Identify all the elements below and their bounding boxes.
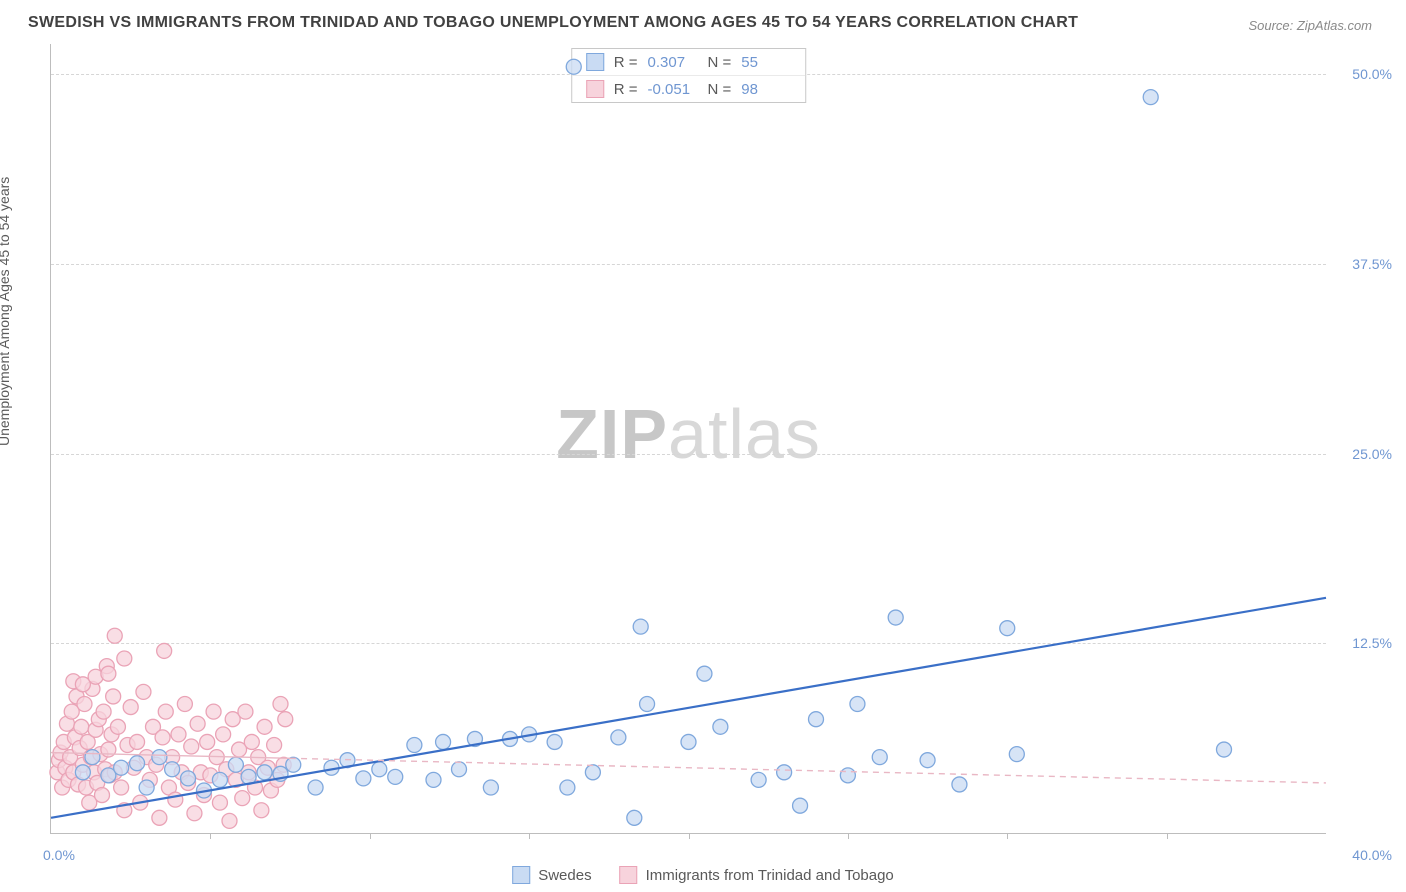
plot-area: ZIPatlas 12.5%25.0%37.5%50.0% 0.0% 40.0%… bbox=[50, 44, 1326, 834]
y-tick-label: 37.5% bbox=[1352, 256, 1392, 272]
legend-label-tt: Immigrants from Trinidad and Tobago bbox=[646, 867, 894, 884]
y-tick-label: 25.0% bbox=[1352, 446, 1392, 462]
y-axis-label: Unemployment Among Ages 45 to 54 years bbox=[0, 177, 12, 446]
chart-title: SWEDISH VS IMMIGRANTS FROM TRINIDAD AND … bbox=[28, 14, 1078, 32]
legend-label-swedes: Swedes bbox=[538, 867, 591, 884]
legend-swatch-swedes-icon bbox=[512, 866, 530, 884]
y-tick-label: 12.5% bbox=[1352, 635, 1392, 651]
legend-item-tt: Immigrants from Trinidad and Tobago bbox=[620, 866, 894, 884]
legend-item-swedes: Swedes bbox=[512, 866, 591, 884]
legend-swatch-tt-icon bbox=[620, 866, 638, 884]
series-legend: Swedes Immigrants from Trinidad and Toba… bbox=[512, 866, 894, 884]
x-max-label: 40.0% bbox=[1352, 847, 1392, 863]
x-min-label: 0.0% bbox=[43, 847, 75, 863]
chart-svg bbox=[51, 44, 1326, 833]
y-tick-label: 50.0% bbox=[1352, 66, 1392, 82]
source-attribution: Source: ZipAtlas.com bbox=[1248, 18, 1372, 33]
